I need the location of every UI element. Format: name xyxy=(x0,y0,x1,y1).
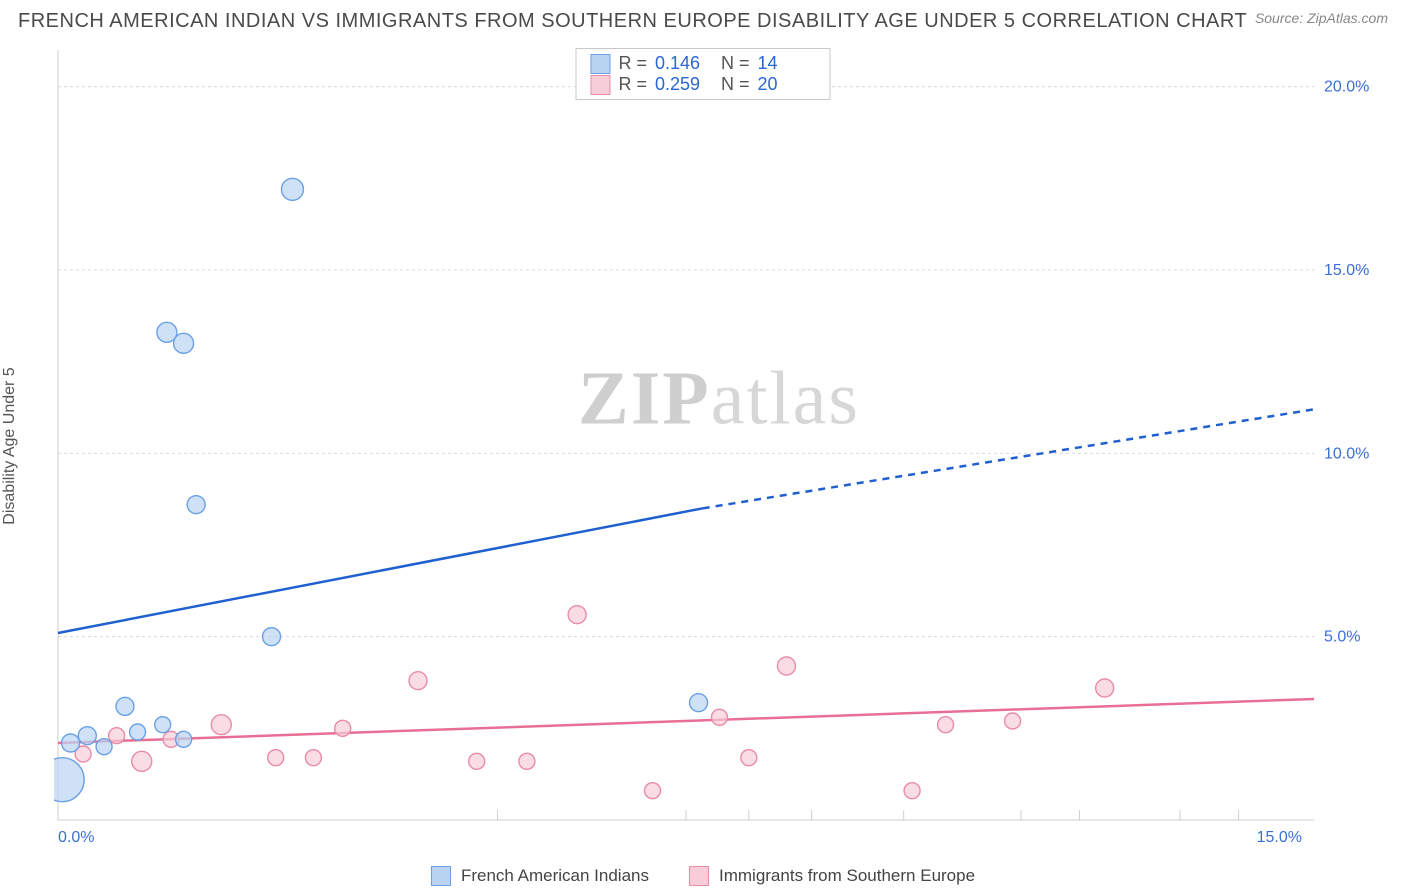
n-label: N = xyxy=(721,74,750,95)
svg-text:20.0%: 20.0% xyxy=(1324,79,1369,96)
r-label: R = xyxy=(618,53,647,74)
legend-item-b: Immigrants from Southern Europe xyxy=(689,866,975,886)
svg-text:0.0%: 0.0% xyxy=(58,829,94,846)
n-label: N = xyxy=(721,53,750,74)
svg-text:5.0%: 5.0% xyxy=(1324,629,1360,646)
series-a-name: French American Indians xyxy=(461,866,649,886)
series-b-n-value: 20 xyxy=(758,74,816,95)
svg-text:15.0%: 15.0% xyxy=(1257,829,1302,846)
series-a-swatch xyxy=(590,54,610,74)
svg-text:15.0%: 15.0% xyxy=(1324,262,1369,279)
series-legend: French American Indians Immigrants from … xyxy=(431,866,975,886)
series-b-name: Immigrants from Southern Europe xyxy=(719,866,975,886)
series-b-swatch xyxy=(590,75,610,95)
y-axis-label: Disability Age Under 5 xyxy=(1,367,19,524)
series-a-n-value: 14 xyxy=(758,53,816,74)
chart-title: FRENCH AMERICAN INDIAN VS IMMIGRANTS FRO… xyxy=(18,10,1247,33)
series-a-swatch xyxy=(431,866,451,886)
stats-row-b: R = 0.259 N = 20 xyxy=(590,74,815,95)
series-b-r-value: 0.259 xyxy=(655,74,713,95)
r-label: R = xyxy=(618,74,647,95)
legend-item-a: French American Indians xyxy=(431,866,649,886)
scatter-chart: 5.0% 10.0% 15.0% 20.0% 0.0% 15.0% xyxy=(54,46,1384,848)
source-attribution: Source: ZipAtlas.com xyxy=(1255,10,1388,26)
chart-header: FRENCH AMERICAN INDIAN VS IMMIGRANTS FRO… xyxy=(0,0,1406,39)
stats-row-a: R = 0.146 N = 14 xyxy=(590,53,815,74)
series-a-r-value: 0.146 xyxy=(655,53,713,74)
svg-text:10.0%: 10.0% xyxy=(1324,445,1369,462)
correlation-stats-box: R = 0.146 N = 14 R = 0.259 N = 20 xyxy=(575,48,830,100)
series-b-swatch xyxy=(689,866,709,886)
plot-area: ZIPatlas 5.0%10.0%15.0%20.0%0.0%15.0% xyxy=(54,46,1384,848)
